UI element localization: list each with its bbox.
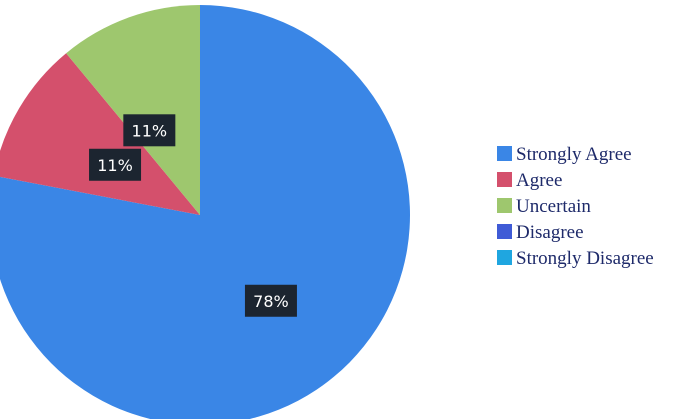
data-label-uncertain: 11%: [123, 114, 176, 147]
legend-item-disagree: Disagree: [497, 222, 584, 243]
legend-item-strongly-agree: Strongly Agree: [497, 144, 632, 165]
data-label-agree: 11%: [89, 148, 142, 181]
data-label-text: 78%: [253, 292, 289, 311]
legend-swatch: [497, 198, 512, 213]
legend-label: Agree: [516, 170, 562, 191]
data-label-box: [244, 284, 297, 317]
legend-label: Uncertain: [516, 196, 591, 217]
legend-item-uncertain: Uncertain: [497, 196, 591, 217]
pie-slice-agree: [0, 53, 200, 215]
data-label-box: [89, 148, 142, 181]
legend-label: Disagree: [516, 222, 584, 243]
pie-slice-strongly-agree: [0, 5, 410, 419]
legend: Strongly Agree Agree Uncertain Disagree Stro…: [497, 144, 654, 269]
legend-swatch: [497, 224, 512, 239]
data-label-box: [123, 114, 176, 147]
data-label-text: 11%: [97, 156, 133, 175]
legend-item-agree: Agree: [497, 170, 562, 191]
data-label-strongly-agree: 78%: [244, 284, 297, 317]
legend-item-strongly-disagree: Strongly Disagree: [497, 248, 654, 269]
legend-swatch: [497, 146, 512, 161]
legend-swatch: [497, 250, 512, 265]
pie-slices: [0, 5, 410, 419]
pie-data-labels: 78% 11% 11%: [89, 114, 297, 317]
legend-swatch: [497, 172, 512, 187]
legend-label: Strongly Agree: [516, 144, 632, 165]
legend-label: Strongly Disagree: [516, 248, 654, 269]
data-label-text: 11%: [132, 121, 168, 140]
pie-slice-uncertain: [66, 5, 200, 215]
